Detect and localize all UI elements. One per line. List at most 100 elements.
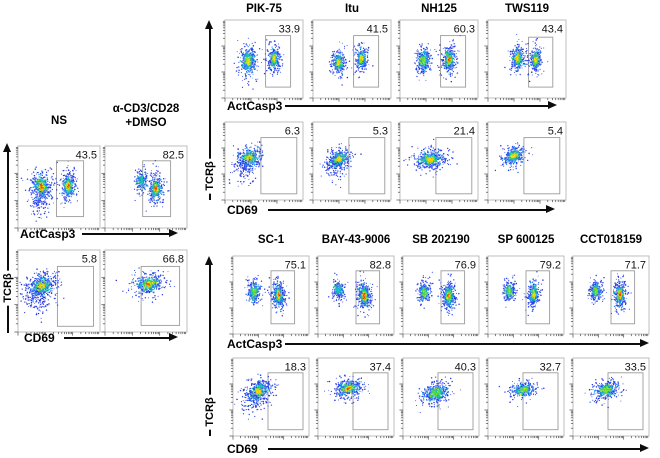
flow-plot-ns-actcasp3: 43.5 (14, 144, 104, 239)
condition-title-nh125: NH125 (421, 3, 457, 15)
axis-ticks (396, 122, 478, 204)
y-axis-arrowhead-bottom (205, 256, 213, 265)
gate-percentage: 37.4 (370, 362, 391, 374)
axis-ticks (484, 20, 566, 102)
gate-percentage: 33.9 (279, 24, 300, 36)
gate-percentage: 33.5 (625, 362, 646, 374)
x-axis-line-top-cd69 (268, 209, 546, 211)
x-axis-line-bottom-actcasp3 (285, 343, 640, 345)
density-dots (327, 270, 378, 318)
flow-plot-bay-43-9006-cd69: 37.4 (314, 356, 398, 447)
gate-percentage: 5.3 (373, 126, 388, 138)
axis-ticks (569, 358, 649, 440)
density-dots (228, 141, 264, 187)
flow-plot-sp-600125-actcasp3: 79.2 (484, 254, 568, 345)
plot-frame (399, 121, 479, 201)
density-dots (584, 376, 627, 409)
condition-title-pik75: PIK-75 (246, 3, 282, 15)
gate-percentage: 5.8 (82, 254, 97, 266)
plot-svg: 18.3 (229, 357, 310, 440)
plot-frame (399, 19, 479, 99)
x-axis-line-top-actcasp3 (285, 105, 548, 107)
plot-svg: 40.3 (399, 357, 480, 440)
gate-rect (437, 372, 474, 431)
x-axis-arrowhead-top-cd69 (546, 205, 555, 213)
plot-svg: 75.1 (229, 255, 310, 338)
gate-rect (140, 265, 181, 326)
plot-frame (104, 145, 188, 229)
gate-rect (267, 372, 304, 431)
density-dots (324, 374, 370, 404)
axis-ticks (569, 256, 649, 338)
plot-svg: 32.7 (484, 357, 565, 440)
x-axis-line-left-cd69 (64, 337, 169, 339)
axis-ticks (101, 146, 187, 232)
density-dots (504, 33, 549, 83)
condition-title-sb202190: SB 202190 (412, 234, 470, 246)
plot-svg: 33.9 (221, 19, 304, 102)
gate-percentage: 32.7 (540, 362, 561, 374)
x-axis-line-bottom-cd69 (268, 448, 640, 450)
gate-percentage: 60.3 (454, 24, 475, 36)
axis-ticks (484, 358, 564, 440)
plot-svg: 21.4 (396, 121, 479, 204)
gate-rect (353, 35, 380, 88)
gate-rect (56, 160, 85, 218)
plot-frame (312, 121, 392, 201)
plot-svg: 37.4 (314, 357, 395, 440)
axis-ticks (399, 256, 479, 338)
density-dots (587, 273, 632, 315)
density-dots (133, 160, 170, 212)
density-dots (20, 160, 80, 222)
flow-plot-sc-1-actcasp3: 75.1 (229, 254, 313, 345)
axis-ticks (314, 358, 394, 440)
condition-title-dmso: +DMSO (125, 117, 167, 129)
flow-plot-ns-cd69: 5.8 (14, 248, 104, 343)
density-dots (233, 37, 285, 90)
density-dots (328, 41, 374, 86)
gate-rect (523, 137, 561, 195)
gate-percentage: 76.9 (455, 260, 476, 272)
gate-percentage: 21.4 (454, 126, 475, 138)
plot-svg: 5.3 (309, 121, 392, 204)
density-dots (501, 271, 544, 317)
gate-percentage: 40.3 (455, 362, 476, 374)
axis-ticks (229, 256, 309, 338)
plot-svg: 82.8 (314, 255, 395, 338)
density-dots (498, 377, 545, 407)
gate-rect (142, 160, 172, 218)
flow-plot-sb-202190-actcasp3: 76.9 (399, 254, 483, 345)
x-axis-arrowhead-top-actcasp3 (548, 101, 557, 109)
plot-svg: 41.5 (309, 19, 392, 102)
plot-frame (317, 357, 395, 437)
gate-rect (56, 265, 94, 327)
flow-plot-nh125-actcasp3: 60.3 (396, 18, 482, 109)
y-axis-label-top-tcrb: TCRβ (204, 158, 216, 194)
condition-title-acd3cd28: α-CD3/CD28 (112, 103, 180, 115)
x-axis-label-bottom-cd69: CD69 (227, 442, 258, 456)
density-dots (415, 271, 460, 316)
plot-frame (487, 121, 567, 201)
axis-ticks (484, 122, 566, 204)
plot-frame (224, 121, 304, 201)
flow-plot-itu-actcasp3: 41.5 (309, 18, 395, 109)
plot-svg: 6.3 (221, 121, 304, 204)
density-dots (403, 138, 458, 178)
axis-ticks (484, 256, 564, 338)
gate-rect (348, 137, 386, 195)
plot-svg: 5.4 (484, 121, 567, 204)
gate-percentage: 71.7 (625, 260, 646, 272)
flow-plot-pik-75-cd69: 6.3 (221, 120, 307, 211)
gate-rect (352, 372, 389, 431)
x-axis-label-left-cd69: CD69 (24, 331, 55, 345)
plot-svg: 82.5 (101, 145, 188, 232)
flow-plot-bay-43-9006-actcasp3: 82.8 (314, 254, 398, 345)
plot-svg: 66.8 (101, 249, 188, 336)
plot-svg: 60.3 (396, 19, 479, 102)
axis-ticks (396, 20, 478, 102)
plot-svg: 76.9 (399, 255, 480, 338)
condition-title-cct018159: CCT018159 (579, 234, 643, 246)
density-dots (414, 35, 461, 83)
gate-percentage: 66.8 (163, 254, 184, 266)
